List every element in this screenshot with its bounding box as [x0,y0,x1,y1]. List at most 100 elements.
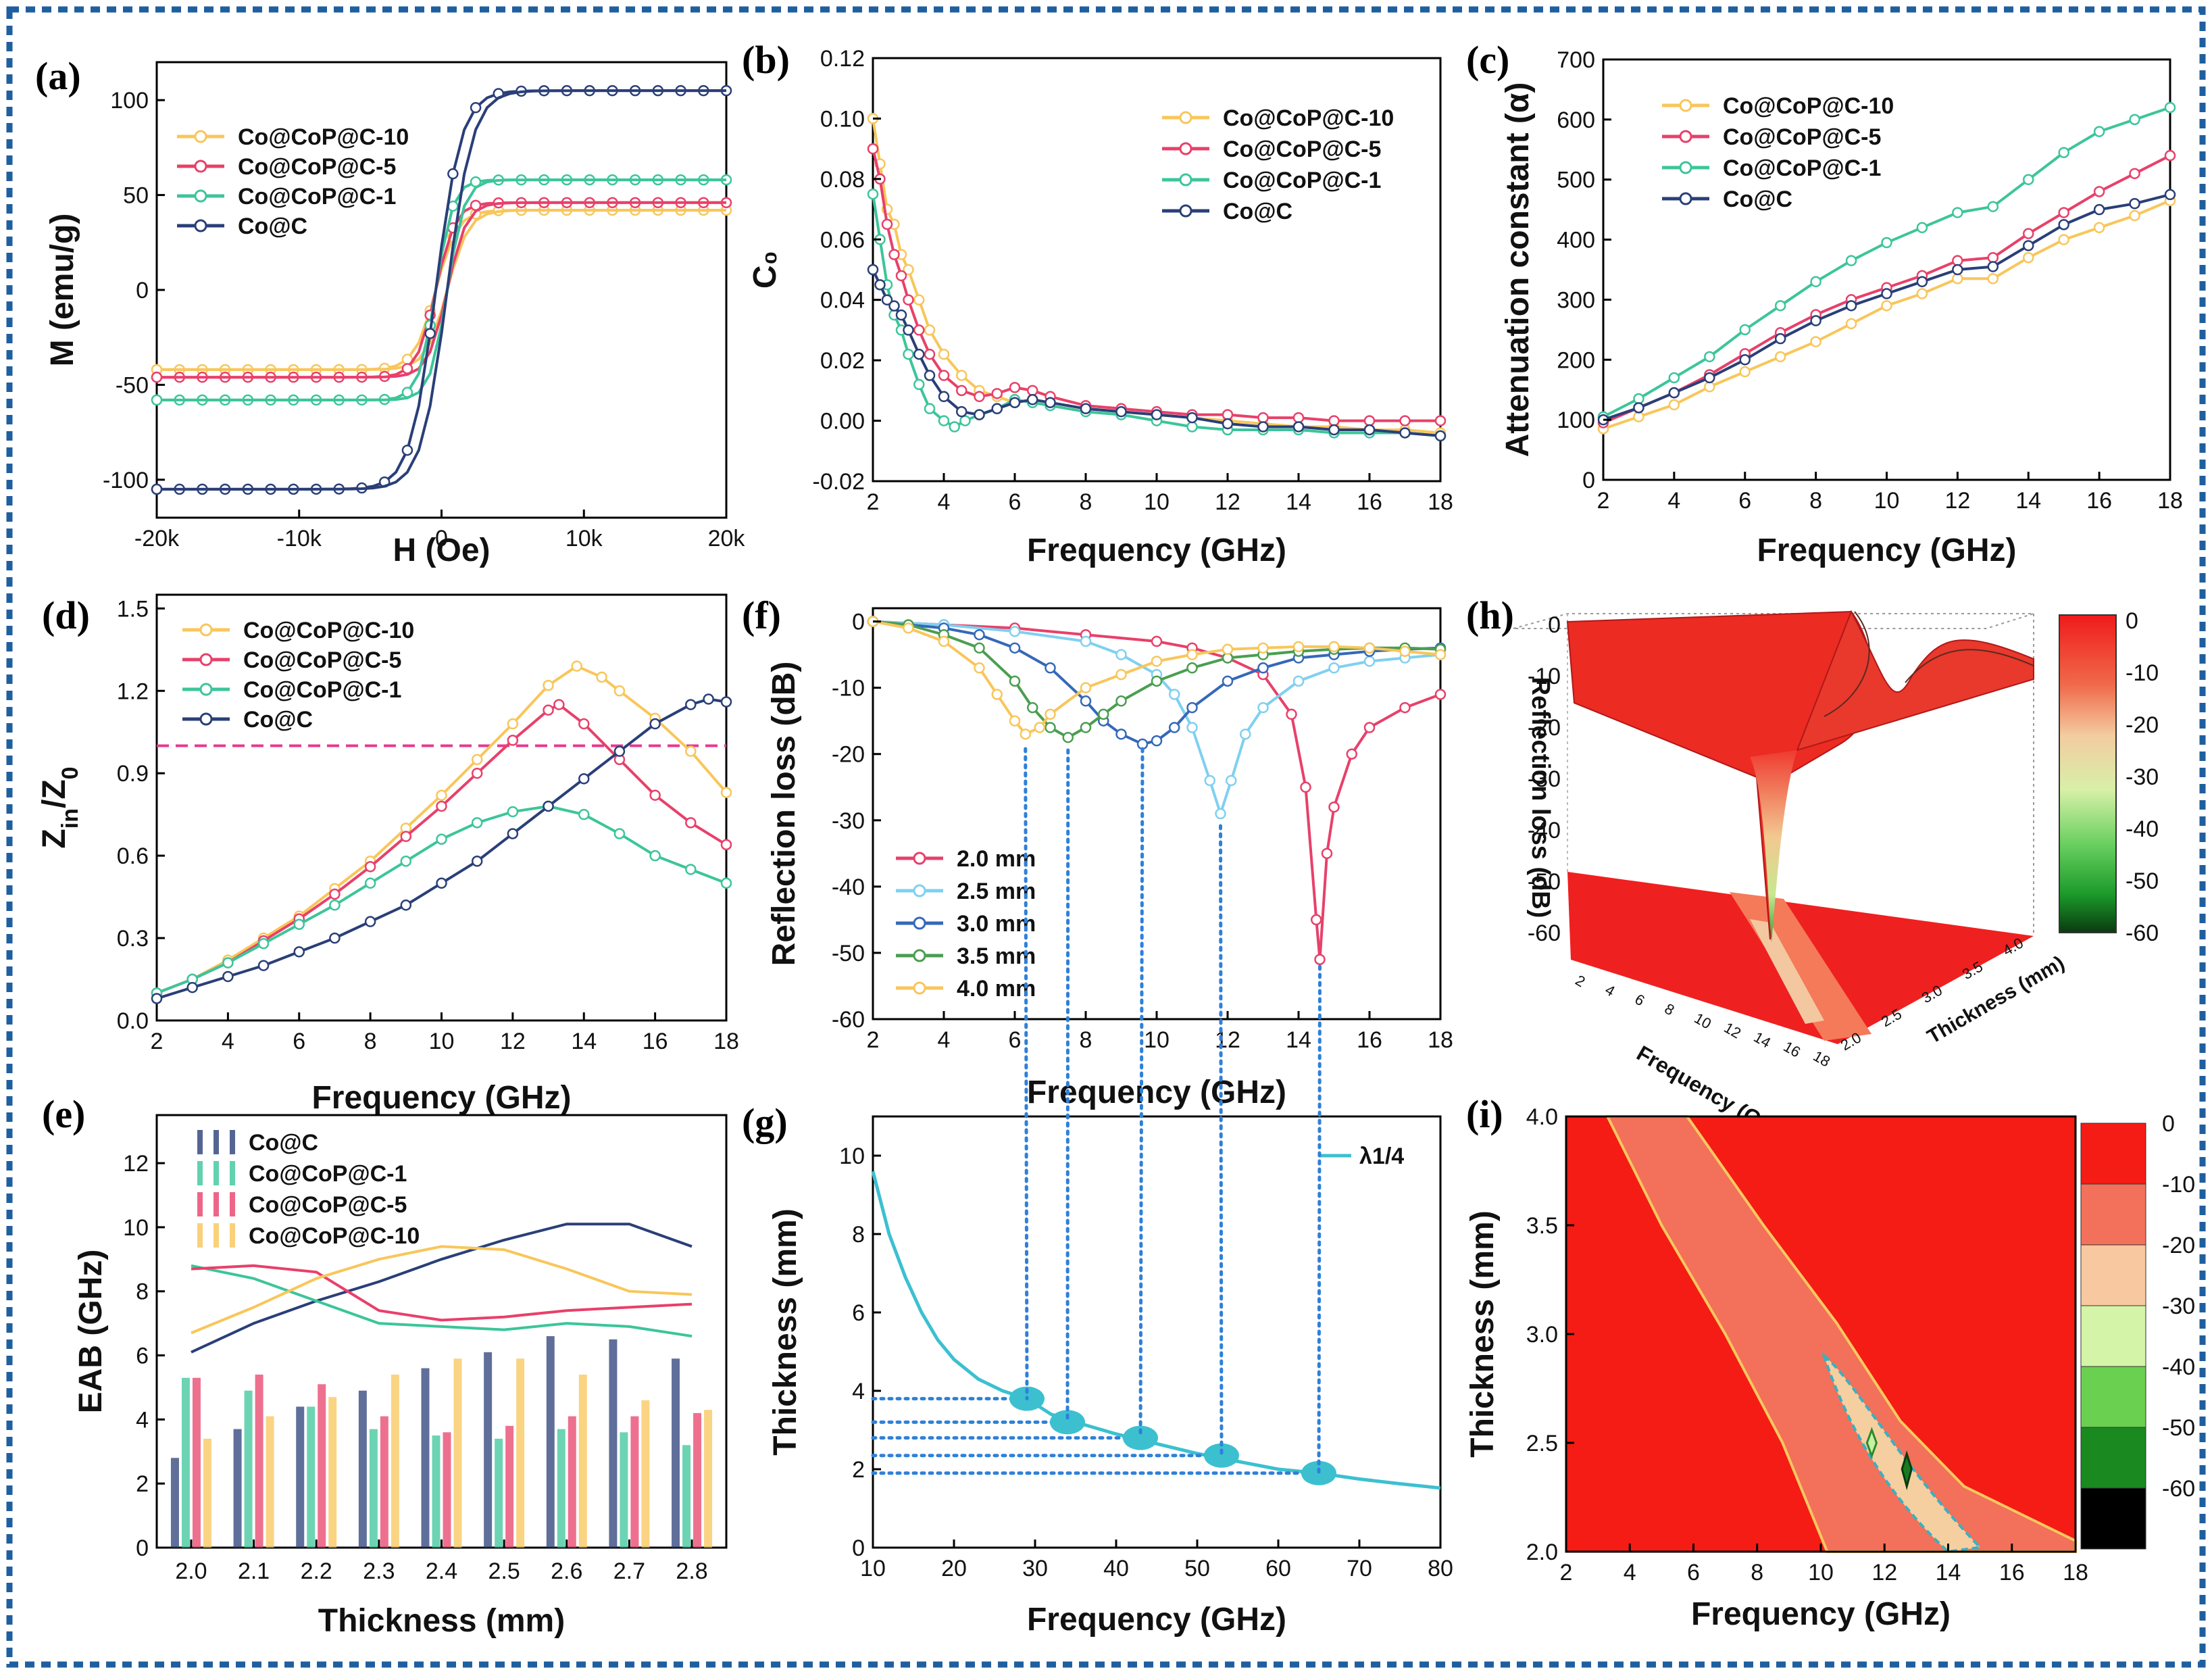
panel-letter: (i) [1466,1092,1503,1136]
Co@C-point [938,391,950,403]
legend-swatch [197,1130,203,1154]
colorbar-tick-label: -40 [2162,1354,2195,1380]
floor-band-inner [1750,919,1824,1024]
Co@CoP@C-5-point [1027,385,1038,397]
3.0 mm-point [1222,675,1234,687]
Co@CoP@C-5-point [991,388,1003,399]
x-tick-label: 4 [938,1027,951,1053]
x-tick-label: 10k [565,526,603,551]
3.0 mm-point [1115,729,1127,740]
Co@C-point [1881,288,1892,299]
Co@CoP@C-10-bar [391,1375,399,1548]
x-tick-label: 20k [708,526,746,551]
2.5 mm-point [1292,675,1305,687]
2.5 mm-point [1363,656,1376,667]
Co@CoP@C-5-eab-line [191,1264,693,1322]
x-tick-label: 10 [429,1029,455,1054]
x-tick-label: 20 [941,1556,967,1581]
4.0 mm-point [1292,641,1305,653]
legend-label: Co@CoP@C-5 [1223,137,1381,162]
y-tick-label: 10 [839,1143,865,1169]
z-axis-title: Reflection loss (dB) [1526,677,1555,918]
Co@C-point [956,405,967,418]
Co@CoP@C-1-point [1987,201,1999,212]
Co@CoP@C-5-point [888,249,900,260]
legend-marker [199,712,213,726]
legend-swatch [230,1223,235,1248]
z-tick-label: -30 [1528,766,1561,792]
z-tick-label: 0 [1548,612,1561,638]
legend-label: Co@C [1723,187,1792,212]
x-tick-label: 2.6 [551,1558,582,1584]
y-tick-label: 0 [136,1535,149,1561]
Co@C-point [1257,421,1269,433]
legend-marker [913,981,926,995]
Co@CoP@C-1-point [903,348,914,360]
2.0 mm-point [1363,722,1376,733]
Co@C-bar [421,1368,430,1548]
x-tick-label: 40 [1103,1556,1129,1581]
Co@CoP@C-5-point [1952,255,1963,266]
Co@C-point [1045,397,1056,408]
Co@CoP@C-1-point [364,877,376,889]
legend-marker [1679,161,1692,174]
colorbar-tick-label: -40 [2126,816,2159,842]
x-axis-title: H (Oe) [393,533,491,568]
Co@CoP@C-10-point [1881,300,1892,312]
Co@CoP@C-5-bar [192,1377,201,1548]
Co@CoP@C-10-point [720,787,732,798]
Co@C-point [2164,189,2176,201]
Co@CoP@C-1-point [949,421,960,433]
Co@CoP@C-10-point [938,348,950,360]
2.0 mm-point [1311,914,1322,926]
match-point-marker [1123,1425,1158,1450]
legend-marker [1679,192,1692,205]
2.0 mm-point [1328,801,1340,813]
match-point-marker [1204,1443,1239,1468]
Co@CoP@C-5-point [913,324,925,336]
2.5 mm-point [1204,774,1215,787]
panel-letter: (d) [42,593,90,637]
2.0 mm-point [1399,701,1411,714]
Co@CoP@C-1-point [1952,207,1963,218]
legend-marker [913,852,926,865]
2.0 mm-point [1434,689,1447,700]
colorbar-step [2080,1487,2146,1550]
Co@CoP@C-1-point [924,403,936,414]
legend-label: 4.0 mm [957,976,1036,1002]
Co@C-point [720,696,732,708]
Co@CoP@C-10-point [2058,234,2069,245]
y-tick-label: 0 [1582,468,1595,493]
Co@CoP@C-10-bar [641,1400,650,1548]
Co@C-point [507,828,519,839]
Co@CoP@C-1-point [613,828,626,839]
3.0 mm-point [1257,662,1269,674]
Co@CoP@C-5-point [1328,415,1340,426]
Co@C-point [895,309,907,321]
Co@C-point [2023,240,2034,251]
Co@CoP@C-1-bar [369,1429,378,1548]
legend-label: 2.5 mm [957,879,1036,904]
Co@CoP@C-10-point [571,660,582,672]
y-tick-label: 2 [136,1471,149,1497]
Co@CoP@C-5-point [1399,415,1411,426]
legend-label: Co@CoP@C-5 [243,647,401,673]
x-tick-label: 16 [1781,1038,1804,1061]
colorbar-step [2080,1366,2146,1428]
Co@CoP@C-10-eab-line [191,1245,693,1335]
frequency-guide-line [1024,747,1029,1401]
legend-marker [913,949,926,962]
panel-f: 2 4 6 8 10 12 14 16 18 -60 -50 -40 -30 -20 -10 0 Frequen… [742,593,1453,1110]
frequency-guide-line [1065,748,1070,1424]
Co@CoP@C-1-bar [682,1445,691,1548]
y-tick-label: 8 [852,1222,865,1248]
Co@CoP@C-1-point [2093,126,2105,137]
y-tick-label: -10 [832,676,865,701]
y-tick-label: 3.0 [1526,1322,1558,1348]
x-tick-label: 8 [1809,488,1822,514]
4.0 mm-point [1222,643,1234,656]
Co@C-point [578,773,590,785]
legend-swatch [213,1223,219,1248]
Co@C-point [888,300,900,312]
2.0 mm-point [1300,781,1311,793]
